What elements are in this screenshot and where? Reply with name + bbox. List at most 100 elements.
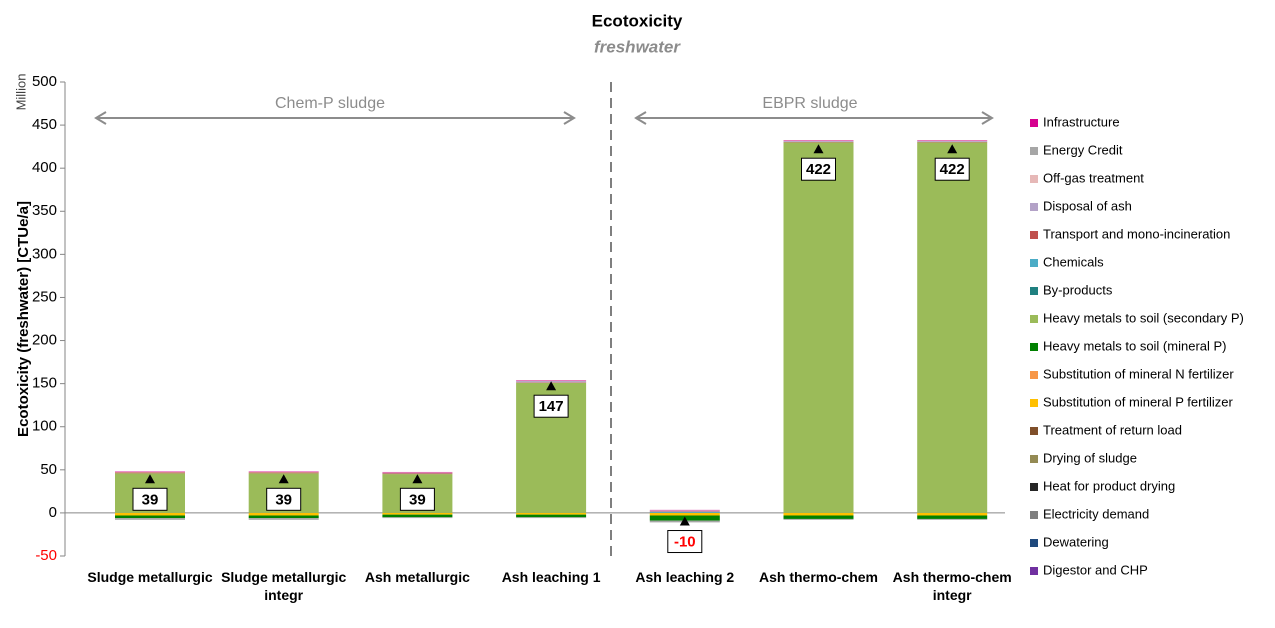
y-tick-label: 50 [40, 461, 57, 478]
legend-label: Treatment of return load [1043, 422, 1182, 437]
bar-segment [917, 512, 988, 516]
net-label: 422 [940, 161, 965, 178]
bar-segment [248, 518, 319, 520]
bar-segment [783, 518, 854, 520]
bar-segment [516, 517, 587, 519]
bar-segment [649, 512, 720, 516]
bar-segment [649, 512, 720, 513]
bar-segment [248, 472, 319, 474]
bar-segment [917, 515, 988, 519]
bar-segment [649, 510, 720, 512]
legend-swatch [1030, 175, 1038, 183]
bar-segment [248, 515, 319, 519]
bar-segment [783, 515, 854, 519]
x-tick-label: Ash metallurgic [364, 569, 470, 585]
bar-segment [917, 142, 988, 513]
legend-label: Dewatering [1043, 534, 1109, 549]
y-tick-label: 400 [32, 159, 57, 176]
legend-label: Heat for product drying [1043, 478, 1175, 493]
legend-label: Digestor and CHP [1043, 562, 1148, 577]
net-label: 39 [142, 491, 159, 508]
bar-segment [917, 141, 988, 142]
net-label-box [132, 487, 168, 511]
y-tick-label: 450 [32, 116, 57, 133]
bar-segment [917, 518, 988, 520]
y-tick-label: 0 [49, 504, 57, 521]
x-tick-label: Ash thermo-chem integr [892, 569, 1012, 603]
legend-swatch [1030, 455, 1038, 463]
x-tick-label: Ash leaching 2 [635, 569, 735, 585]
net-label-box [399, 487, 435, 511]
legend-swatch [1030, 203, 1038, 211]
y-axis-unit: Million [13, 74, 28, 111]
bar-segment [783, 512, 854, 516]
x-tick-label: Ash thermo-chem [758, 569, 879, 585]
legend-swatch [1030, 119, 1038, 127]
legend-label: Transport and mono-incineration [1043, 226, 1230, 241]
chem-p-arrow [94, 111, 576, 125]
bar-segment [115, 515, 185, 519]
chart-title: Ecotoxicity [592, 11, 683, 30]
bar-segment [115, 518, 185, 520]
x-tick-label: Sludge metallurgic [87, 569, 213, 585]
bar-segment [382, 514, 453, 518]
legend-swatch [1030, 343, 1038, 351]
legend-swatch [1030, 399, 1038, 407]
annotation: Chem-P sludge [275, 95, 385, 112]
net-marker [145, 474, 155, 484]
legend-label: By-products [1043, 282, 1113, 297]
net-marker [813, 144, 824, 154]
legend-label: Heavy metals to soil (secondary P) [1043, 310, 1244, 325]
legend-label: Disposal of ash [1043, 198, 1132, 213]
y-tick-label: 150 [32, 375, 57, 392]
net-label-box [266, 487, 302, 511]
legend-label: Energy Credit [1043, 142, 1123, 157]
net-label: 147 [539, 398, 564, 415]
legend-swatch [1030, 231, 1038, 239]
y-tick-label: 200 [32, 332, 57, 349]
y-tick-label: 100 [32, 418, 57, 435]
bar-segment [382, 473, 453, 475]
x-tick-label: Sludge metallurgic integr [221, 569, 347, 603]
legend-label: Infrastructure [1043, 114, 1120, 129]
y-tick-label: 250 [32, 288, 57, 305]
legend-label: Off-gas treatment [1043, 170, 1144, 185]
y-tick-label: -50 [35, 547, 57, 564]
legend-swatch [1030, 427, 1038, 435]
legend-swatch [1030, 539, 1038, 547]
legend-swatch [1030, 259, 1038, 267]
net-marker [546, 381, 557, 391]
net-marker [278, 474, 289, 484]
legend-swatch [1030, 147, 1038, 155]
net-label: -10 [674, 533, 696, 550]
legend-label: Chemicals [1043, 254, 1104, 269]
bar-segment [783, 141, 854, 142]
net-label-box [667, 530, 703, 554]
legend-swatch [1030, 315, 1038, 323]
x-tick-label: Ash leaching 1 [501, 569, 601, 585]
bar-segment [516, 512, 587, 515]
legend-swatch [1030, 567, 1038, 575]
bar-segment [382, 517, 453, 519]
net-marker [412, 474, 423, 484]
y-tick-label: 300 [32, 245, 57, 262]
legend-label: Heavy metals to soil (mineral P) [1043, 338, 1227, 353]
legend-label: Electricity demand [1043, 506, 1149, 521]
bar-segment [248, 512, 319, 516]
annotation: EBPR sludge [762, 95, 857, 112]
net-label-box [801, 157, 836, 181]
bar-segment [115, 512, 185, 516]
chart-subtitle: freshwater [594, 37, 681, 56]
net-label: 39 [409, 491, 426, 508]
bar-segment [382, 512, 453, 515]
legend-swatch [1030, 511, 1038, 519]
bar-segment [115, 472, 185, 474]
legend-swatch [1030, 371, 1038, 379]
net-label: 422 [806, 161, 831, 178]
y-tick-label: 350 [32, 202, 57, 219]
net-label-box [934, 157, 970, 181]
legend-swatch [1030, 287, 1038, 295]
y-axis-label: Ecotoxicity (freshwater) [CTUe/a] [15, 201, 32, 437]
legend-swatch [1030, 483, 1038, 491]
y-tick-label: 500 [32, 73, 57, 90]
